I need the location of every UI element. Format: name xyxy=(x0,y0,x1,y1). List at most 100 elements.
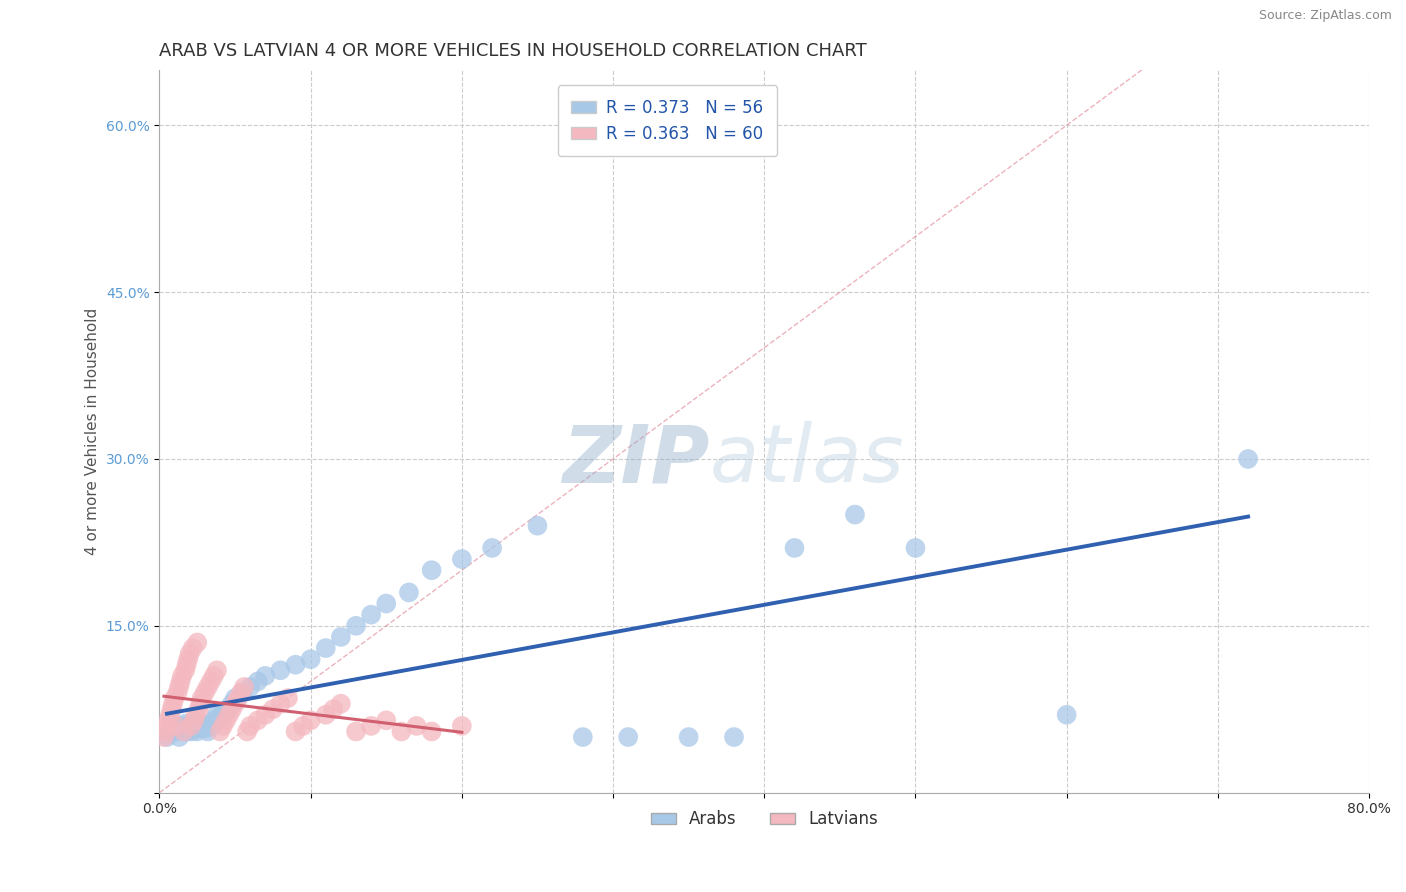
Point xyxy=(526,518,548,533)
Point xyxy=(197,680,219,694)
Point xyxy=(184,707,207,722)
Point xyxy=(174,716,197,731)
Point xyxy=(156,719,179,733)
Point xyxy=(169,674,191,689)
Y-axis label: 4 or more Vehicles in Household: 4 or more Vehicles in Household xyxy=(86,308,100,555)
Point xyxy=(208,724,231,739)
Point xyxy=(188,721,211,735)
Point xyxy=(181,641,204,656)
Point xyxy=(299,652,322,666)
Point xyxy=(299,714,322,728)
Point xyxy=(197,724,219,739)
Point xyxy=(284,724,307,739)
Point xyxy=(844,508,866,522)
Text: ARAB VS LATVIAN 4 OR MORE VEHICLES IN HOUSEHOLD CORRELATION CHART: ARAB VS LATVIAN 4 OR MORE VEHICLES IN HO… xyxy=(159,42,868,60)
Point xyxy=(172,669,194,683)
Point xyxy=(269,697,291,711)
Point xyxy=(233,680,256,694)
Point xyxy=(246,714,269,728)
Point xyxy=(195,721,218,735)
Point xyxy=(344,619,367,633)
Point xyxy=(160,702,183,716)
Point xyxy=(174,663,197,677)
Point xyxy=(163,691,186,706)
Point xyxy=(163,719,186,733)
Point xyxy=(572,730,595,744)
Point xyxy=(180,724,202,739)
Point xyxy=(221,702,243,716)
Point xyxy=(177,652,200,666)
Point xyxy=(186,635,208,649)
Point xyxy=(177,721,200,735)
Point xyxy=(315,707,337,722)
Point xyxy=(202,714,225,728)
Point xyxy=(194,719,217,733)
Point xyxy=(172,719,194,733)
Text: atlas: atlas xyxy=(710,421,904,499)
Point xyxy=(212,719,235,733)
Point xyxy=(205,663,228,677)
Point xyxy=(481,541,503,555)
Point xyxy=(360,607,382,622)
Point xyxy=(212,706,235,720)
Point xyxy=(159,707,181,722)
Point xyxy=(229,685,252,699)
Point xyxy=(205,707,228,722)
Point xyxy=(329,697,352,711)
Point xyxy=(420,563,443,577)
Point xyxy=(375,597,398,611)
Point xyxy=(202,669,225,683)
Point xyxy=(194,685,217,699)
Point xyxy=(389,724,412,739)
Text: Source: ZipAtlas.com: Source: ZipAtlas.com xyxy=(1258,9,1392,22)
Point xyxy=(329,630,352,644)
Point xyxy=(162,697,184,711)
Point xyxy=(166,724,188,739)
Point xyxy=(360,719,382,733)
Point xyxy=(277,691,299,706)
Point xyxy=(183,721,205,735)
Point xyxy=(208,710,231,724)
Point xyxy=(450,719,472,733)
Point xyxy=(224,697,246,711)
Point xyxy=(153,730,176,744)
Point xyxy=(254,707,277,722)
Point xyxy=(167,680,190,694)
Point xyxy=(226,691,249,706)
Point xyxy=(322,702,344,716)
Point xyxy=(678,730,700,744)
Point xyxy=(166,685,188,699)
Point xyxy=(617,730,640,744)
Point xyxy=(156,730,179,744)
Point xyxy=(221,697,243,711)
Point xyxy=(398,585,420,599)
Point xyxy=(198,716,221,731)
Point xyxy=(246,674,269,689)
Legend: Arabs, Latvians: Arabs, Latvians xyxy=(644,804,884,835)
Point xyxy=(179,647,201,661)
Point xyxy=(183,714,205,728)
Point xyxy=(181,716,204,731)
Point xyxy=(176,657,198,672)
Point xyxy=(292,719,315,733)
Point xyxy=(420,724,443,739)
Point xyxy=(187,702,209,716)
Point xyxy=(315,641,337,656)
Point xyxy=(217,702,239,716)
Point xyxy=(254,669,277,683)
Point xyxy=(904,541,927,555)
Text: ZIP: ZIP xyxy=(562,421,710,499)
Point xyxy=(783,541,806,555)
Point xyxy=(157,714,180,728)
Point xyxy=(173,724,195,739)
Point xyxy=(1237,452,1260,467)
Point xyxy=(236,724,259,739)
Point xyxy=(239,680,262,694)
Point xyxy=(239,719,262,733)
Point xyxy=(188,697,211,711)
Point xyxy=(405,719,427,733)
Point xyxy=(344,724,367,739)
Point xyxy=(375,714,398,728)
Point xyxy=(176,724,198,739)
Point xyxy=(218,707,240,722)
